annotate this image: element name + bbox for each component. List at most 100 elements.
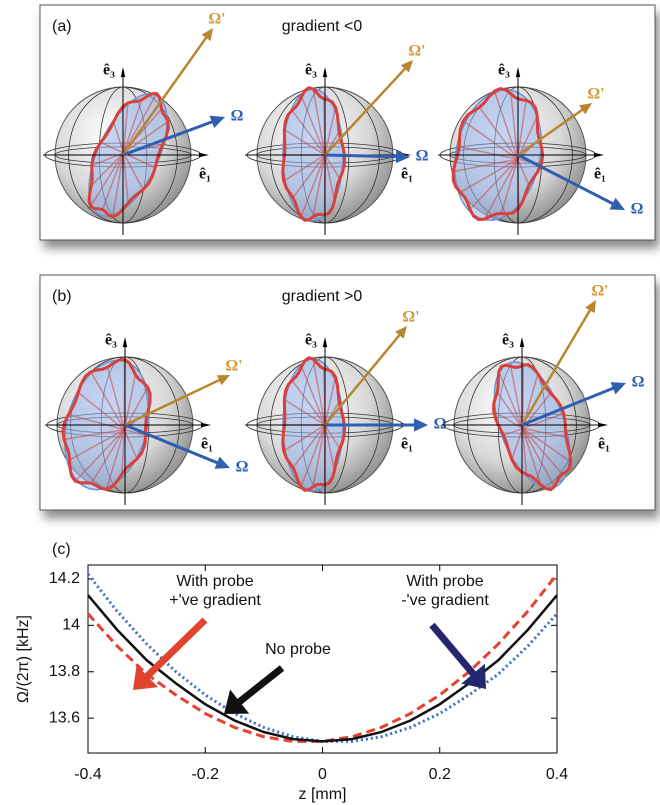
omega-label: Ω [236, 459, 249, 476]
series-line [86, 573, 559, 743]
axis-head [120, 67, 126, 79]
omega-arrow [325, 418, 428, 432]
annotation: With probe [176, 573, 253, 590]
omega-label: Ω [632, 374, 645, 391]
spin-vector [324, 154, 336, 201]
panel-label: (a) [52, 18, 72, 35]
spin-vector [312, 154, 326, 218]
panel-title: gradient <0 [282, 18, 363, 35]
omega-prime-label: Ω' [408, 43, 425, 60]
spin-vector [283, 424, 326, 452]
spin-vector [324, 424, 336, 471]
spin-vector [121, 429, 126, 474]
y-tick-label: 14 [62, 617, 80, 634]
spin-vector [77, 391, 125, 431]
e3-label: ê₃ [305, 332, 317, 349]
spin-vector [122, 99, 143, 154]
annotation-arrow [224, 665, 285, 714]
spin-vector [300, 424, 326, 488]
spin-trajectory [492, 363, 573, 492]
spin-vector [122, 93, 158, 154]
spin-vector [123, 120, 169, 154]
spin-vector [324, 376, 337, 426]
annotation-arrow [133, 617, 208, 690]
spin-vector [324, 106, 337, 156]
spin-vector [503, 427, 523, 437]
e3-label: ê₃ [498, 62, 510, 79]
omega-arrow [124, 423, 230, 469]
x-tick-label: 0 [318, 766, 327, 783]
omega-prime-arrow [124, 375, 230, 427]
spin-vector [521, 428, 542, 485]
spin-vector [122, 102, 129, 153]
omega-prime-label: Ω' [208, 11, 225, 28]
spin-vector [493, 90, 519, 160]
spin-vector [521, 365, 525, 429]
spin-vector [292, 424, 326, 469]
spin-vector [516, 100, 527, 160]
annotation-arrow [429, 622, 486, 689]
spin-vector [300, 154, 326, 218]
spin-vector [469, 158, 519, 210]
omega-label: Ω [231, 108, 244, 125]
spin-vector [123, 374, 137, 430]
omega-arrow [122, 115, 225, 157]
spin-vector [63, 428, 125, 441]
spin-vector [90, 429, 126, 484]
spin-vector [511, 428, 524, 460]
spin-vector [123, 429, 138, 460]
spin-vector [521, 428, 556, 488]
omega-arrow [324, 150, 410, 164]
e1-label: ê₁ [594, 166, 606, 183]
omega-prime-arrow [517, 103, 592, 157]
spin-vector [498, 371, 524, 429]
omega-label: Ω [631, 201, 644, 218]
omega-prime-arrow [324, 60, 413, 156]
spin-trajectory [451, 86, 545, 222]
spin-vector [106, 367, 126, 430]
spin-vector [324, 424, 341, 450]
spin-vector [312, 88, 326, 156]
spin-vector [68, 413, 125, 431]
spin-vector [292, 154, 326, 199]
axis-head [199, 422, 211, 428]
spin-vector [312, 424, 326, 488]
spin-vector [522, 427, 567, 438]
x-tick-label: -0.2 [191, 766, 219, 783]
e1-label: ê₁ [401, 166, 413, 183]
panel-label: (b) [52, 288, 72, 305]
y-tick-label: 13.6 [49, 709, 80, 726]
spin-trajectory [61, 357, 152, 492]
omega-arrow [517, 153, 625, 210]
e1-label: ê₁ [199, 166, 211, 183]
axis-head [596, 422, 608, 428]
y-tick-label: 13.8 [49, 663, 80, 680]
omega-prime-label: Ω' [591, 283, 608, 300]
bloch-sphere [45, 347, 204, 505]
annotation: +'ve gradient [169, 592, 261, 609]
spin-vector [122, 152, 129, 203]
spin-vector [105, 429, 126, 490]
spin-vector [324, 154, 341, 180]
spin-vector [462, 120, 518, 160]
axis-head [322, 67, 328, 79]
axis-head [122, 337, 128, 349]
spin-vector [510, 93, 519, 160]
spin-trajectory [87, 91, 170, 219]
x-tick-label: 0.2 [429, 766, 451, 783]
y-tick-label: 14.2 [49, 570, 80, 587]
omega-prime-arrow [520, 300, 596, 426]
spin-vector [291, 109, 326, 156]
omega-label: Ω [434, 416, 447, 433]
spin-vector [516, 158, 530, 186]
annotation: No probe [265, 641, 331, 658]
omega-prime-arrow [324, 326, 407, 426]
spin-vector [111, 152, 125, 217]
spin-vector [74, 429, 125, 482]
spin-vector [522, 427, 563, 475]
spin-vector [500, 158, 519, 214]
omega-prime-arrow [121, 28, 213, 156]
spin-vector [483, 158, 519, 220]
spin-vector [283, 129, 326, 156]
